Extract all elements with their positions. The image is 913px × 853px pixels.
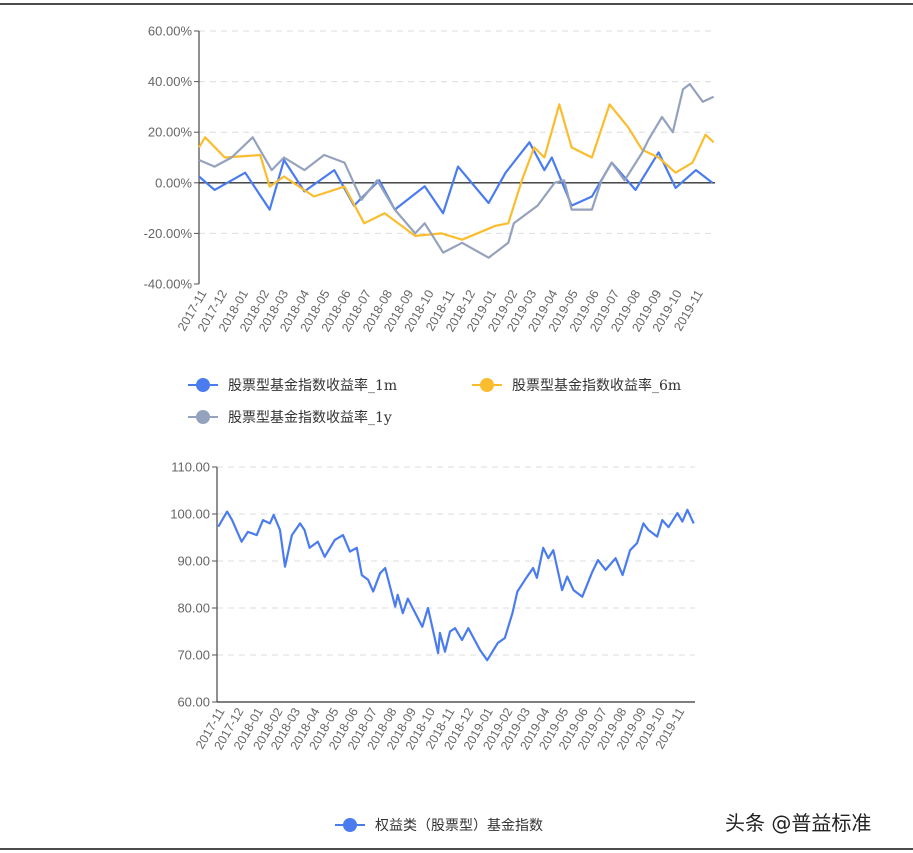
- y-tick-label: 60.00: [177, 695, 210, 710]
- y-tick-label: 80.00: [177, 601, 210, 616]
- y-tick-label: 70.00: [177, 648, 210, 663]
- legend-dot-icon: [480, 378, 494, 392]
- legend-dot-icon: [343, 818, 357, 832]
- y-tick-label: 20.00%: [148, 125, 193, 140]
- legend-label: 股票型基金指数收益率_6m: [512, 377, 681, 394]
- legend-dot-icon: [196, 378, 210, 392]
- legend-dot-icon: [196, 410, 210, 424]
- legend-label: 权益类（股票型）基金指数: [375, 817, 543, 834]
- series-line: [198, 103, 715, 241]
- y-tick-label: 60.00%: [148, 24, 193, 39]
- y-tick-label: -20.00%: [144, 226, 193, 241]
- legend-label: 股票型基金指数收益率_1m: [228, 377, 397, 394]
- y-tick-label: 40.00%: [148, 74, 193, 89]
- y-tick-label: 100.00: [170, 507, 210, 522]
- index-chart: 110.00100.0090.0080.0070.0060.002017-112…: [170, 460, 695, 834]
- returns-chart: 60.00%40.00%20.00%0.00%-20.00%-40.00%201…: [144, 24, 715, 426]
- y-tick-label: 110.00: [171, 460, 210, 475]
- watermark: 头条 @普益标准: [725, 811, 871, 835]
- series-line: [217, 508, 695, 662]
- y-tick-label: 0.00%: [155, 175, 192, 190]
- y-tick-label: -40.00%: [144, 277, 193, 292]
- legend-label: 股票型基金指数收益率_1y: [228, 409, 392, 426]
- series-line: [198, 141, 713, 215]
- series-line: [198, 83, 715, 259]
- y-tick-label: 90.00: [177, 554, 210, 569]
